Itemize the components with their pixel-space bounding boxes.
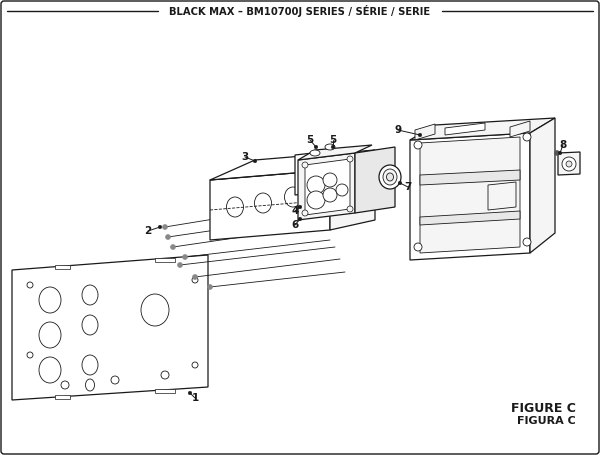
Circle shape	[178, 263, 182, 268]
Circle shape	[398, 181, 402, 185]
Polygon shape	[210, 170, 330, 240]
Circle shape	[554, 151, 560, 156]
Ellipse shape	[284, 187, 302, 207]
Text: 6: 6	[292, 220, 299, 230]
Ellipse shape	[82, 315, 98, 335]
Circle shape	[163, 224, 167, 229]
Ellipse shape	[39, 322, 61, 348]
Circle shape	[314, 145, 318, 149]
Text: 2: 2	[145, 226, 152, 236]
Circle shape	[558, 151, 562, 155]
Circle shape	[170, 244, 176, 249]
Ellipse shape	[302, 166, 318, 184]
Ellipse shape	[386, 173, 394, 181]
Circle shape	[302, 210, 308, 216]
Polygon shape	[445, 123, 485, 135]
Circle shape	[323, 173, 337, 187]
Ellipse shape	[39, 357, 61, 383]
Circle shape	[418, 133, 422, 137]
Text: 7: 7	[404, 182, 412, 192]
Ellipse shape	[309, 182, 321, 197]
Ellipse shape	[379, 165, 401, 189]
Text: 9: 9	[394, 125, 401, 135]
Text: 5: 5	[307, 135, 314, 145]
Circle shape	[253, 159, 257, 163]
Circle shape	[323, 188, 337, 202]
Circle shape	[566, 161, 572, 167]
Polygon shape	[410, 133, 530, 260]
Circle shape	[414, 141, 422, 149]
Ellipse shape	[254, 193, 271, 213]
Polygon shape	[330, 150, 375, 230]
Ellipse shape	[383, 169, 397, 185]
Polygon shape	[420, 211, 520, 225]
Polygon shape	[558, 152, 580, 175]
Ellipse shape	[82, 285, 98, 305]
Text: BLACK MAX – BM10700J SERIES / SÉRIE / SERIE: BLACK MAX – BM10700J SERIES / SÉRIE / SE…	[169, 5, 431, 17]
Circle shape	[27, 282, 33, 288]
Circle shape	[188, 391, 192, 395]
Text: 4: 4	[292, 206, 299, 216]
Circle shape	[61, 381, 69, 389]
Circle shape	[298, 205, 302, 209]
Polygon shape	[210, 150, 375, 180]
Polygon shape	[420, 170, 520, 185]
Ellipse shape	[141, 294, 169, 326]
Polygon shape	[415, 124, 435, 140]
Ellipse shape	[39, 287, 61, 313]
Ellipse shape	[227, 197, 244, 217]
Circle shape	[158, 225, 162, 229]
Circle shape	[523, 238, 531, 246]
Ellipse shape	[316, 163, 328, 177]
Circle shape	[347, 156, 353, 162]
Circle shape	[414, 243, 422, 251]
Polygon shape	[55, 265, 70, 269]
Polygon shape	[295, 150, 340, 195]
Circle shape	[302, 162, 308, 168]
Circle shape	[161, 371, 169, 379]
Circle shape	[111, 376, 119, 384]
Circle shape	[193, 274, 197, 279]
Polygon shape	[155, 389, 175, 393]
Circle shape	[523, 133, 531, 141]
Circle shape	[192, 362, 198, 368]
Polygon shape	[510, 121, 530, 137]
Text: 1: 1	[191, 393, 199, 403]
Polygon shape	[355, 147, 395, 213]
Polygon shape	[530, 118, 555, 253]
Circle shape	[307, 176, 325, 194]
Circle shape	[192, 277, 198, 283]
Polygon shape	[420, 137, 520, 253]
Text: FIGURA C: FIGURA C	[517, 416, 576, 426]
Circle shape	[307, 191, 325, 209]
Circle shape	[208, 284, 212, 289]
Circle shape	[298, 217, 302, 221]
Text: FIGURE C: FIGURE C	[511, 401, 576, 415]
Circle shape	[331, 145, 335, 149]
Polygon shape	[155, 258, 175, 262]
Text: 3: 3	[241, 152, 248, 162]
Circle shape	[562, 157, 576, 171]
Circle shape	[182, 254, 187, 259]
Ellipse shape	[82, 355, 98, 375]
Text: 8: 8	[559, 140, 566, 150]
Polygon shape	[488, 182, 516, 210]
Polygon shape	[55, 395, 70, 399]
Polygon shape	[305, 159, 350, 215]
Circle shape	[27, 352, 33, 358]
Ellipse shape	[86, 379, 95, 391]
Polygon shape	[298, 145, 372, 160]
Ellipse shape	[325, 144, 335, 150]
Polygon shape	[298, 153, 355, 220]
Polygon shape	[12, 255, 208, 400]
Text: 5: 5	[329, 135, 337, 145]
Circle shape	[166, 234, 170, 239]
Circle shape	[347, 206, 353, 212]
Ellipse shape	[310, 150, 320, 156]
Circle shape	[336, 184, 348, 196]
Polygon shape	[410, 118, 555, 140]
